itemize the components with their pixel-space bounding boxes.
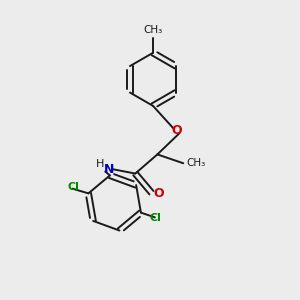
- Text: CH₃: CH₃: [187, 158, 206, 168]
- Text: O: O: [171, 124, 182, 137]
- Text: H: H: [96, 159, 105, 169]
- Text: Cl: Cl: [149, 213, 161, 223]
- Text: N: N: [103, 163, 114, 176]
- Text: O: O: [154, 187, 164, 200]
- Text: CH₃: CH₃: [143, 25, 163, 34]
- Text: Cl: Cl: [68, 182, 79, 192]
